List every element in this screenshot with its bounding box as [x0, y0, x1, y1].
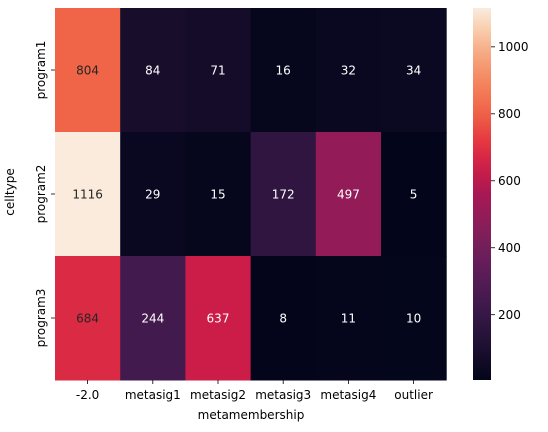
cell-value-label: 172: [272, 188, 295, 202]
y-axis: program1 program2 program3: [34, 41, 55, 348]
heatmap-cell: [250, 8, 317, 133]
cell-value-label: 32: [341, 64, 356, 78]
heatmap-cell: [55, 132, 121, 257]
y-tick-label: program1: [34, 41, 48, 100]
cell-value-label: 5: [410, 188, 418, 202]
cell-annotations: 804 84 71 16 32 34 1116 29 15 172 497 5 684 244 637 8 11…: [72, 64, 421, 326]
cell-value-label: 34: [406, 64, 421, 78]
cell-value-label: 10: [406, 312, 421, 326]
heatmap-cell: [185, 256, 252, 381]
heatmap-cell: [315, 8, 382, 133]
cell-value-label: 1116: [72, 188, 103, 202]
colorbar-tick-label: 200: [498, 308, 521, 322]
x-tick-label: metasig1: [125, 388, 181, 402]
heatmap-cell: [55, 8, 121, 133]
heatmap-cell: [250, 256, 317, 381]
colorbar-gradient: [473, 8, 491, 380]
y-tick-label: program3: [34, 289, 48, 348]
cell-value-label: 29: [145, 188, 160, 202]
heatmap-cell: [55, 256, 121, 381]
cell-value-label: 684: [76, 312, 99, 326]
heatmap-cell: [120, 256, 186, 381]
heatmap-cell: [185, 132, 252, 257]
cell-value-label: 244: [141, 312, 164, 326]
x-tick-label: outlier: [394, 388, 433, 402]
heatmap-cell: [381, 132, 447, 257]
cell-value-label: 497: [337, 188, 360, 202]
colorbar-tick-label: 400: [498, 241, 521, 255]
y-tick-label: program2: [34, 165, 48, 224]
cell-value-label: 804: [76, 64, 99, 78]
cell-value-label: 71: [210, 64, 225, 78]
heatmap-cell: [120, 8, 186, 133]
x-tick-label: -2.0: [76, 388, 99, 402]
heatmap-cell: [120, 132, 186, 257]
x-axis-label: metamembership: [198, 408, 305, 422]
cell-value-label: 8: [279, 312, 287, 326]
y-axis-label: celltype: [3, 168, 17, 215]
cell-value-label: 637: [207, 312, 230, 326]
heatmap-cell: [381, 8, 447, 133]
heatmap-cell: [315, 256, 382, 381]
cell-value-label: 84: [145, 64, 160, 78]
heatmap-cell: [185, 8, 252, 133]
x-axis: -2.0 metasig1 metasig2 metasig3 metasig4 outl…: [76, 380, 433, 402]
colorbar-tick-label: 600: [498, 174, 521, 188]
heatmap-cell: [381, 256, 447, 381]
colorbar-axis: 200 400 600 800 1000: [491, 40, 529, 322]
x-tick-label: metasig4: [320, 388, 376, 402]
cell-value-label: 15: [210, 188, 225, 202]
colorbar: [473, 8, 491, 380]
heatmap-cell: [250, 132, 317, 257]
heatmap-cells: [55, 8, 447, 381]
x-tick-label: metasig3: [255, 388, 311, 402]
cell-value-label: 11: [341, 312, 356, 326]
colorbar-tick-label: 800: [498, 107, 521, 121]
colorbar-tick-label: 1000: [498, 40, 529, 54]
cell-value-label: 16: [276, 64, 291, 78]
heatmap-cell: [315, 132, 382, 257]
x-tick-label: metasig2: [190, 388, 246, 402]
